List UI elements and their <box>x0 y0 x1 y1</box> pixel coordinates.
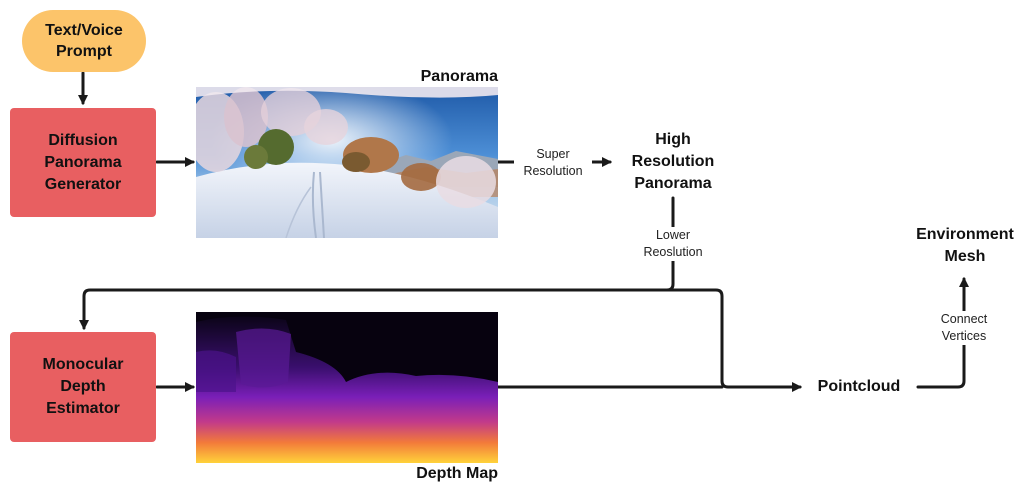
panorama-image <box>196 87 498 238</box>
super-resolution-label: Super Resolution <box>514 146 592 180</box>
connect-vertices-label: Connect Vertices <box>928 311 1000 345</box>
text-voice-prompt-node: Text/Voice Prompt <box>22 10 146 72</box>
depth-map-title: Depth Map <box>416 465 498 482</box>
monocular-label: Monocular Depth Estimator <box>42 356 124 417</box>
arrow-pointcloud-to-mesh <box>916 277 969 389</box>
prompt-label: Text/Voice Prompt <box>45 22 123 60</box>
lower-resolution-label: Lower Reoslution <box>632 227 714 261</box>
panorama-title: Panorama <box>420 68 498 85</box>
environment-mesh-node: Environment Mesh <box>916 226 1014 265</box>
monocular-depth-estimator-node: Monocular Depth Estimator <box>10 332 156 442</box>
diffusion-panorama-generator-node: Diffusion Panorama Generator <box>10 108 156 217</box>
diffusion-label: Diffusion Panorama Generator <box>44 131 122 193</box>
depth-map-image <box>196 312 498 463</box>
pointcloud-node: Pointcloud <box>817 378 901 395</box>
arrow-highres-to-depth-estimator <box>79 196 675 330</box>
arrow-highres-to-pointcloud <box>578 288 802 392</box>
high-resolution-panorama-node: High Resolution Panorama <box>631 131 715 192</box>
